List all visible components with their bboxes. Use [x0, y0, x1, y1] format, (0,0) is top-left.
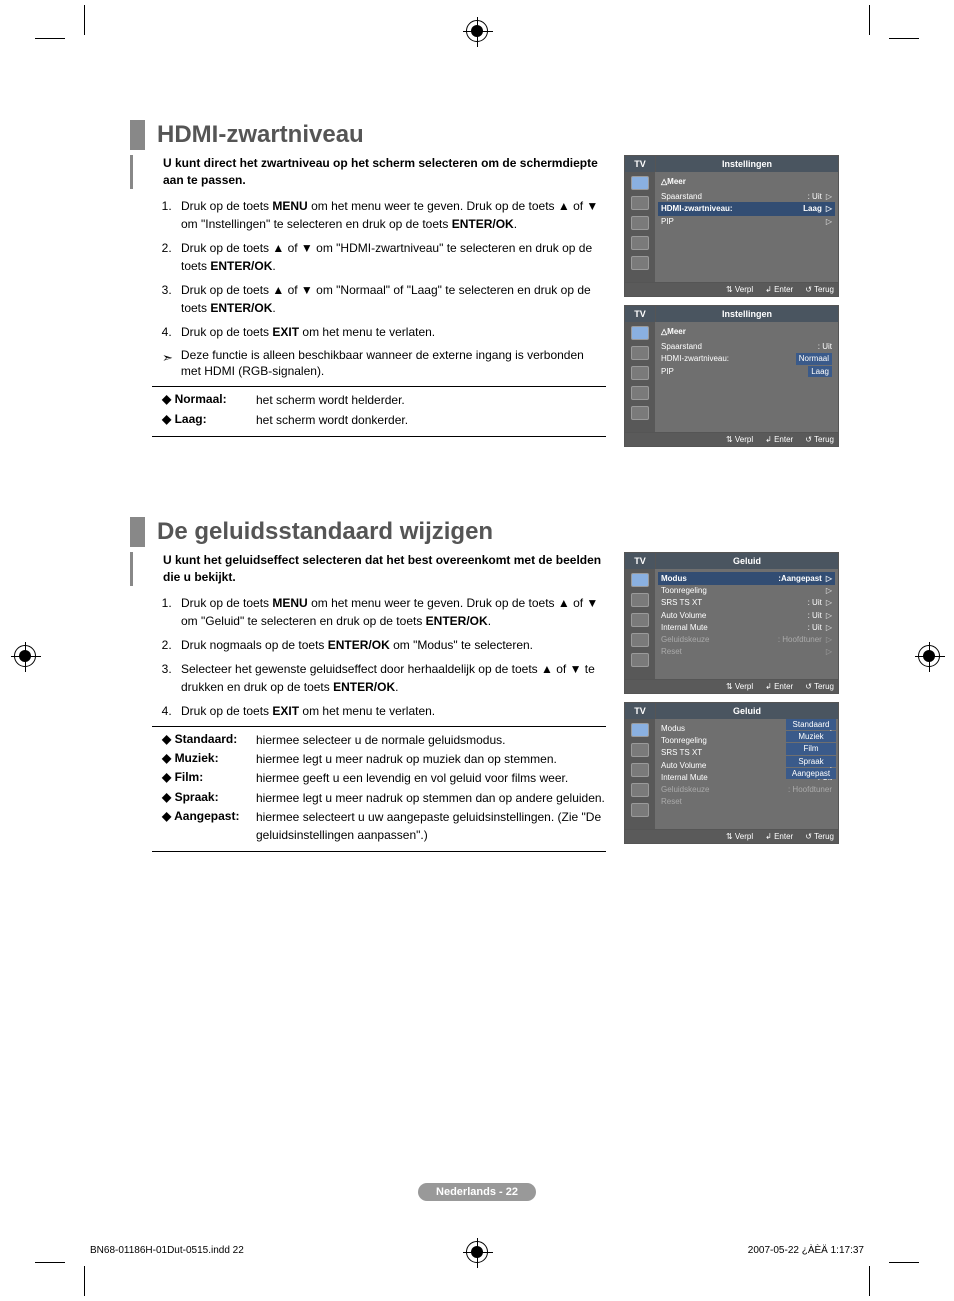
osd-screenshot: TVInstellingen△MeerSpaarstand: UitHDMI-z… [624, 305, 839, 447]
osd-row: Toonregeling▷ [661, 585, 832, 596]
osd-screenshot: TVInstellingen △Meer Spaarstand: Uit▷HDMI-… [624, 155, 839, 297]
def-value: het scherm wordt helderder. [256, 392, 606, 409]
print-date: 2007-05-22 ¿ÀÈÄ 1:17:37 [748, 1245, 864, 1256]
def-label: ◆ Standaard: [162, 732, 250, 749]
indd-filename: BN68-01186H-01Dut-0515.indd 22 [90, 1245, 244, 1256]
osd-row: Modus:Aangepast▷ [658, 572, 835, 585]
osd-row: Geluidskeuze: Hoofdtuner▷ [661, 634, 832, 645]
registration-mark [918, 645, 940, 667]
osd-footer: ⇅ Verpl↲ Enter↺ Terug [625, 282, 838, 296]
def-label: ◆ Spraak: [162, 790, 250, 807]
definition-row: ◆ Aangepast:hiermee selecteert u uw aang… [162, 809, 606, 844]
section-sound: De geluidsstandaard wijzigen U kunt het … [130, 517, 839, 852]
step-item: Druk op de toets MENU om het menu weer t… [175, 197, 606, 233]
osd-row: Spaarstand: Uit▷ [661, 191, 832, 202]
osd-title: Instellingen [655, 156, 838, 172]
def-label: ◆ Laag: [162, 412, 250, 429]
definition-row: ◆ Film: hiermee geeft u een levendig en v… [162, 770, 606, 787]
definition-row: ◆ Spraak: hiermee legt u meer nadruk op s… [162, 790, 606, 807]
step-item: Druk nogmaals op de toets ENTER/OK om "M… [175, 636, 606, 654]
steps-list: Druk op de toets MENU om het menu weer t… [130, 197, 606, 341]
definition-row: ◆ Muziek: hiermee legt u meer nadruk op m… [162, 751, 606, 768]
title-accent [130, 517, 145, 547]
registration-mark [466, 20, 488, 42]
osd-tv-label: TV [625, 156, 655, 172]
osd-row: Internal Mute: Uit▷ [661, 622, 832, 633]
definition-row: ◆ Laag: het scherm wordt donkerder. [162, 412, 606, 429]
step-item: Selecteer het gewenste geluidseffect doo… [175, 660, 606, 696]
osd-menu: Modus:Aangepast▷Toonregeling▷SRS TS XT: … [655, 569, 838, 679]
osd-icon-strip [625, 569, 655, 679]
osd-row: Auto Volume: Uit▷ [661, 610, 832, 621]
osd-title: Geluid [655, 553, 838, 569]
definition-row: ◆ Standaard: hiermee selecteer u de norma… [162, 732, 606, 749]
def-label: ◆ Muziek: [162, 751, 250, 768]
section-hdmi: HDMI-zwartniveau U kunt direct het zwart… [130, 120, 839, 447]
osd-row: HDMI-zwartniveau:Laag▷ [658, 202, 835, 215]
step-item: Druk op de toets ▲ of ▼ om "HDMI-zwartni… [175, 239, 606, 275]
section-title: HDMI-zwartniveau [157, 121, 364, 149]
definitions: ◆ Standaard: hiermee selecteer u de norma… [152, 726, 606, 852]
section-title: De geluidsstandaard wijzigen [157, 518, 493, 546]
title-accent [130, 120, 145, 150]
step-item: Druk op de toets MENU om het menu weer t… [175, 594, 606, 630]
osd-row: SRS TS XT: Uit▷ [661, 597, 832, 608]
def-label: ◆ Film: [162, 770, 250, 787]
osd-footer: ⇅ Verpl↲ Enter↺ Terug [625, 679, 838, 693]
def-value: hiermee legt u meer nadruk op muziek dan… [256, 751, 606, 768]
def-value: hiermee legt u meer nadruk op stemmen da… [256, 790, 606, 807]
page-number: Nederlands - 22 [418, 1183, 536, 1201]
def-value: het scherm wordt donkerder. [256, 412, 606, 429]
osd-row: PIP▷ [661, 216, 832, 227]
note-icon: ➣ [162, 349, 173, 381]
step-item: Druk op de toets EXIT om het menu te ver… [175, 323, 606, 341]
osd-tv-label: TV [625, 553, 655, 569]
osd-screenshot: TVGeluidModus:ToonregelingSRS TS XT:Auto… [624, 702, 839, 844]
steps-list: Druk op de toets MENU om het menu weer t… [130, 594, 606, 720]
def-value: hiermee selecteer u de normale geluidsmo… [256, 732, 606, 749]
osd-menu: △Meer Spaarstand: Uit▷HDMI-zwartniveau:La… [655, 172, 838, 282]
registration-mark [14, 645, 36, 667]
intro-text: U kunt direct het zwartniveau op het sch… [130, 155, 606, 189]
osd-icon-strip [625, 172, 655, 282]
definition-row: ◆ Normaal: het scherm wordt helderder. [162, 392, 606, 409]
osd-more: △Meer [661, 176, 832, 187]
note-text: Deze functie is alleen beschikbaar wanne… [181, 347, 606, 381]
def-value: hiermee selecteert u uw aangepaste gelui… [256, 809, 606, 844]
osd-row: Reset▷ [661, 646, 832, 657]
intro-text: U kunt het geluidseffect selecteren dat … [130, 552, 606, 586]
page-footer: Nederlands - 22 [0, 1183, 954, 1201]
def-value: hiermee geeft u een levendig en vol gelu… [256, 770, 606, 787]
step-item: Druk op de toets EXIT om het menu te ver… [175, 702, 606, 720]
print-metadata: BN68-01186H-01Dut-0515.indd 22 2007-05-2… [90, 1245, 864, 1256]
step-item: Druk op de toets ▲ of ▼ om "Normaal" of … [175, 281, 606, 317]
def-label: ◆ Aangepast: [162, 809, 250, 844]
definitions: ◆ Normaal: het scherm wordt helderder. ◆ L… [152, 386, 606, 437]
osd-screenshot: TVGeluidModus:Aangepast▷Toonregeling▷SRS… [624, 552, 839, 694]
def-label: ◆ Normaal: [162, 392, 250, 409]
